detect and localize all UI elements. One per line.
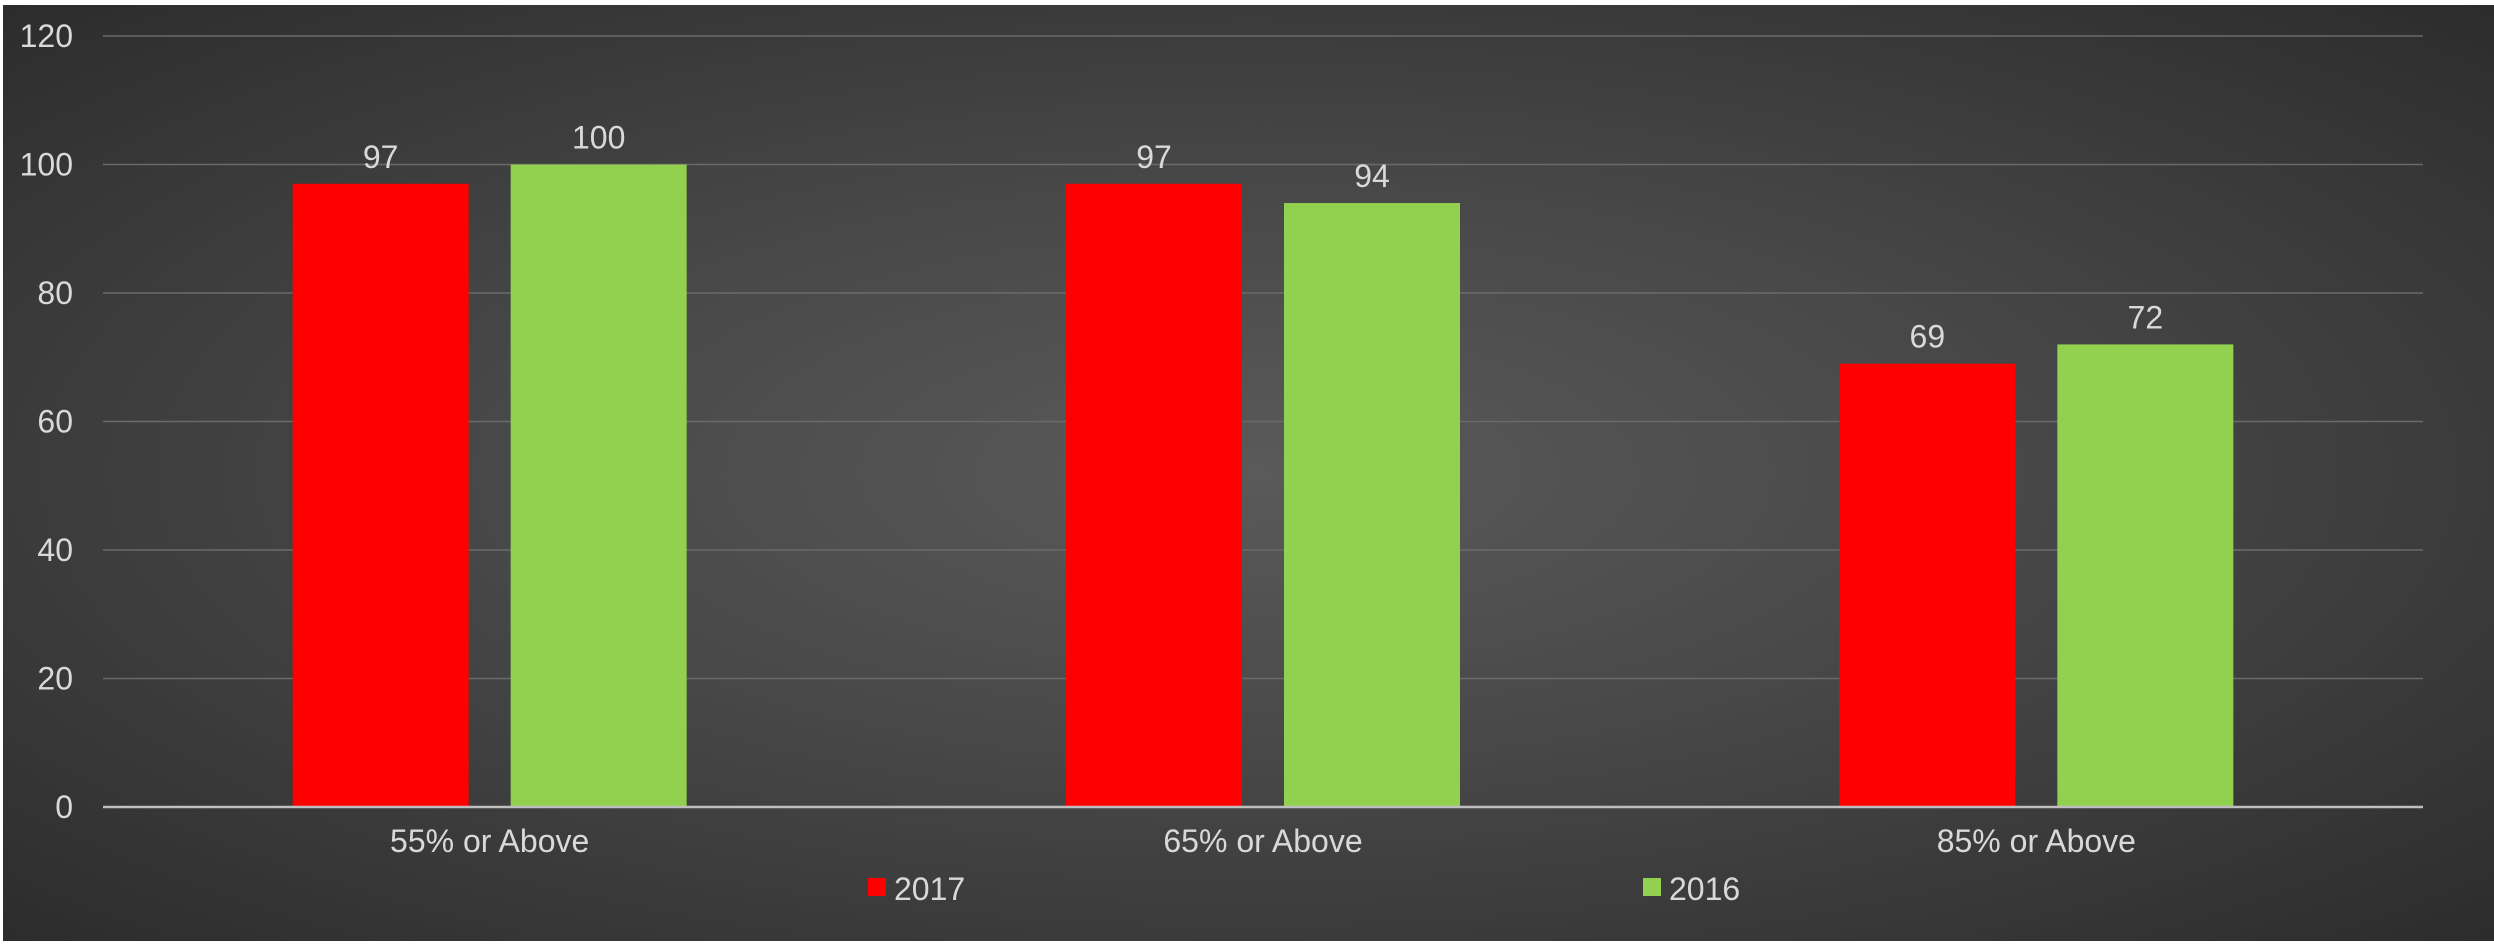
data-label: 100: [572, 120, 625, 156]
y-tick-label: 80: [37, 275, 73, 311]
bars: [292, 164, 2234, 808]
data-label: 94: [1354, 158, 1390, 194]
bar-2017-1: [292, 183, 469, 807]
data-labels: 97 100 97 94 69 72: [363, 120, 2163, 355]
y-tick-label: 120: [20, 18, 73, 54]
legend-swatch-2016: [1643, 878, 1661, 896]
category-label: 65% or Above: [1163, 823, 1362, 859]
legend-label: 2016: [1669, 871, 1740, 907]
y-tick-label: 60: [37, 404, 73, 440]
y-tick-label: 40: [37, 532, 73, 568]
chart-container: 0 20 40 60 80 100 120 97 100 97 94 69 72 55% or Abo…: [3, 5, 2494, 941]
data-label: 97: [1136, 139, 1172, 175]
legend-label: 2017: [894, 871, 965, 907]
y-tick-label: 20: [37, 661, 73, 697]
legend: 2017 2016: [868, 871, 1740, 907]
data-label: 69: [1910, 319, 1946, 355]
x-axis-categories: 55% or Above 65% or Above 85% or Above: [390, 823, 2136, 859]
bar-chart: 0 20 40 60 80 100 120 97 100 97 94 69 72 55% or Abo…: [20, 18, 2423, 907]
y-tick-label: 100: [20, 147, 73, 183]
bar-2016-3: [2057, 344, 2234, 807]
y-tick-label: 0: [55, 789, 73, 825]
category-label: 55% or Above: [390, 823, 589, 859]
bar-2016-1: [510, 164, 687, 807]
data-label: 72: [2128, 299, 2164, 335]
y-axis-ticks: 0 20 40 60 80 100 120: [20, 18, 73, 825]
category-label: 85% or Above: [1937, 823, 2136, 859]
legend-swatch-2017: [868, 878, 886, 896]
data-label: 97: [363, 139, 399, 175]
bar-2017-3: [1839, 363, 2016, 807]
bar-2017-2: [1066, 183, 1242, 807]
bar-2016-2: [1284, 203, 1460, 808]
gridlines: [103, 35, 2423, 680]
